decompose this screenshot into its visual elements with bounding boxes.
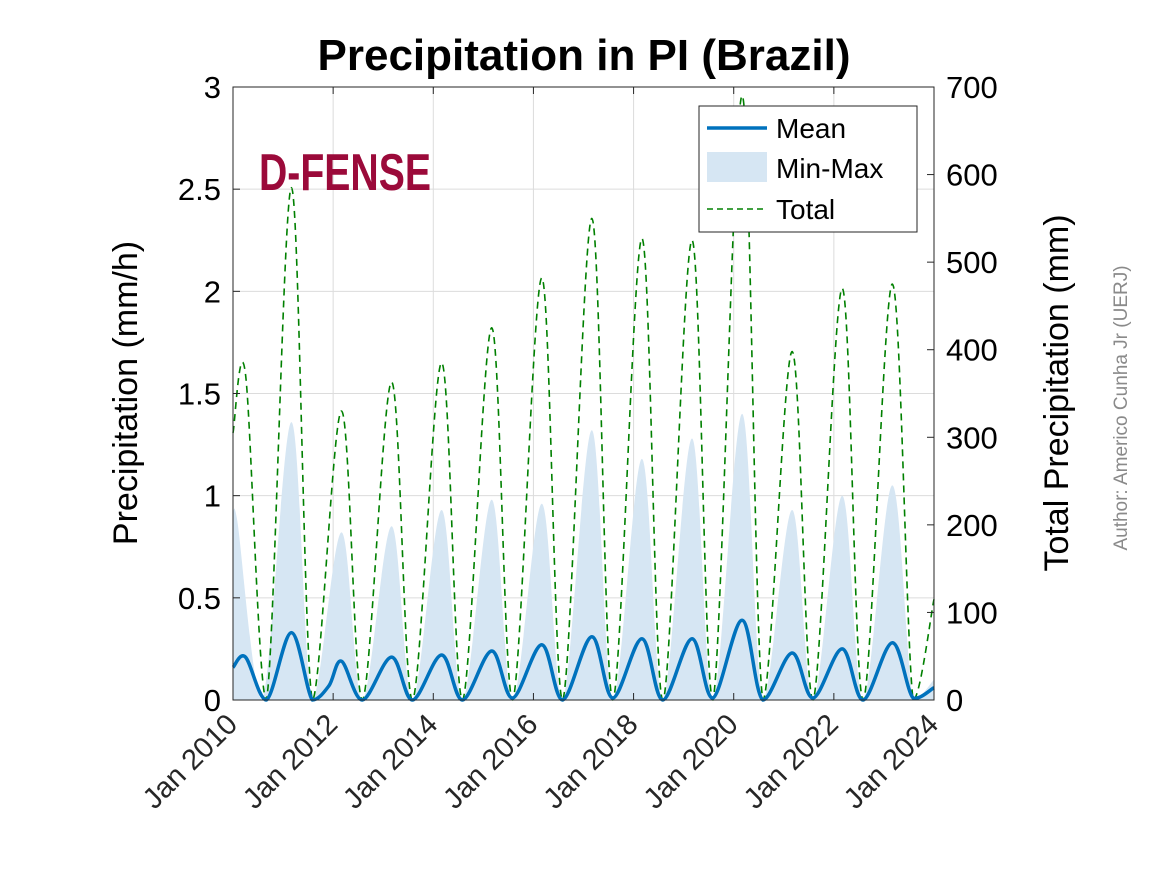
- y-tick-label-left: 0: [204, 683, 221, 718]
- y-axis-label-left: Precipitation (mm/h): [107, 241, 145, 545]
- y-tick-label-right: 500: [946, 245, 998, 280]
- legend-minmax-label: Min-Max: [776, 153, 883, 184]
- legend-total-label: Total: [776, 194, 835, 225]
- series-mean-line: [231, 618, 935, 702]
- y-tick-label-right: 400: [946, 333, 998, 368]
- series-min-max-area: [233, 413, 934, 700]
- y-tick-label-left: 2.5: [178, 172, 221, 207]
- y-tick-label-right: 600: [946, 158, 998, 193]
- d-fense-logo: D-FENSE: [259, 144, 431, 202]
- series-total-line: [232, 94, 935, 701]
- y-tick-label-left: 1.5: [178, 377, 221, 412]
- y-tick-label-left: 3: [204, 70, 221, 105]
- author-annotation: Author: Americo Cunha Jr (UERJ): [1111, 265, 1132, 550]
- chart-title: Precipitation in PI (Brazil): [318, 31, 851, 80]
- y-tick-label-left: 2: [204, 274, 221, 309]
- y-tick-label-right: 300: [946, 420, 998, 455]
- y-tick-label-right: 200: [946, 508, 998, 543]
- y-tick-label-left: 0.5: [178, 581, 221, 616]
- y-tick-label-right: 0: [946, 683, 963, 718]
- legend-mean-label: Mean: [776, 113, 846, 144]
- legend: Mean Min-Max Total: [698, 105, 918, 233]
- y-tick-label-right: 100: [946, 595, 998, 630]
- y-tick-label-left: 1: [204, 479, 221, 514]
- y-tick-label-right: 700: [946, 70, 998, 105]
- series-layer: [231, 94, 935, 702]
- y-axis-label-right: Total Precipitation (mm): [1038, 214, 1076, 571]
- legend-minmax-swatch: [707, 152, 767, 182]
